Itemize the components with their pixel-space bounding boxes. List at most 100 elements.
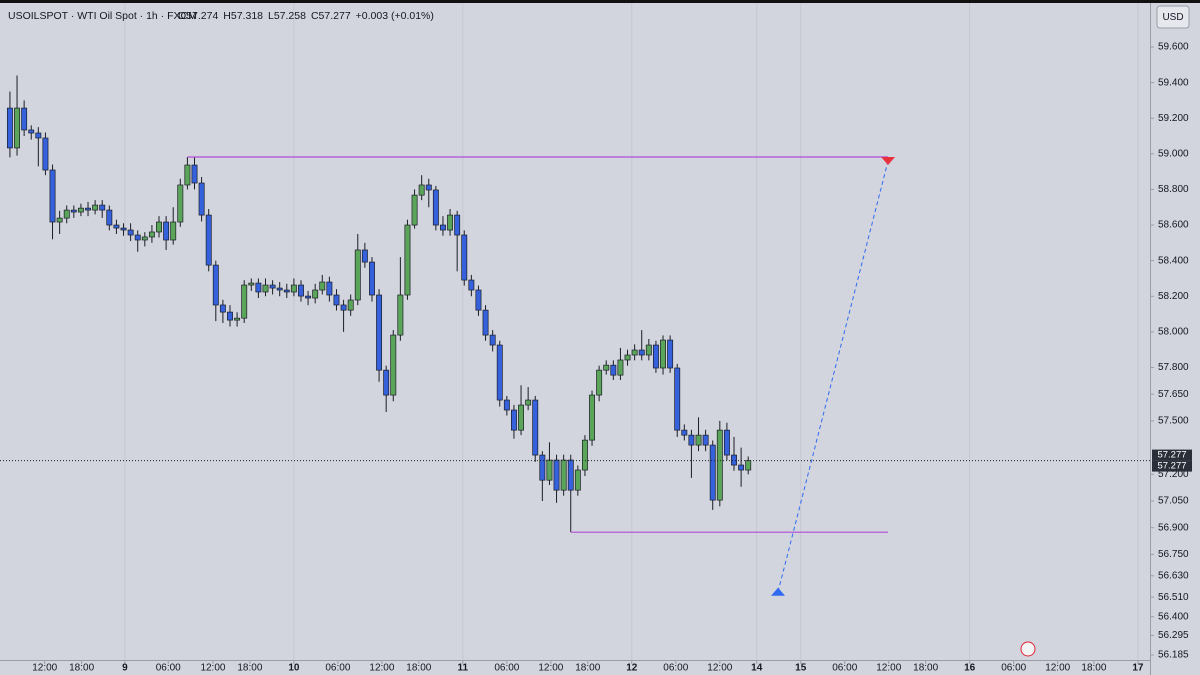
- candle-body: [227, 311, 233, 321]
- candle-body: [354, 249, 361, 301]
- x-tick-label: 18:00: [575, 663, 600, 674]
- x-tick-label: 18:00: [69, 663, 94, 674]
- candle-body: [283, 289, 290, 293]
- candle-body: [106, 209, 113, 226]
- candle-body: [21, 107, 28, 131]
- candle-body: [645, 344, 652, 356]
- candle-body: [574, 469, 581, 491]
- candle-body: [503, 399, 510, 411]
- currency-label[interactable]: USD: [1162, 12, 1183, 23]
- candle-body: [702, 434, 709, 446]
- candle-body: [716, 429, 723, 501]
- y-tick-label: 56.900: [1158, 522, 1189, 533]
- candle-body: [262, 284, 269, 293]
- candle-body: [624, 354, 631, 361]
- candle-body: [553, 459, 560, 491]
- x-tick-label: 18:00: [913, 663, 938, 674]
- candle-body: [731, 454, 737, 466]
- x-tick-label: 12:00: [369, 663, 394, 674]
- y-tick-label: 56.510: [1158, 592, 1189, 603]
- candle-body: [511, 409, 517, 431]
- x-tick-label: 14: [751, 663, 763, 674]
- x-tick-label: 16: [964, 663, 976, 674]
- candle-body: [525, 399, 532, 406]
- candle-body: [418, 184, 425, 196]
- y-tick-label: 58.200: [1158, 291, 1189, 302]
- candle-body: [723, 429, 730, 456]
- last-price-label: 57.277: [1157, 450, 1186, 461]
- candle-body: [255, 282, 262, 293]
- candle-body: [219, 304, 226, 313]
- y-tick-label: 57.650: [1158, 389, 1189, 400]
- candle-body: [184, 164, 191, 186]
- candle-body: [667, 339, 674, 369]
- candle-body: [681, 429, 688, 436]
- candle-body: [49, 169, 56, 223]
- candle-body: [305, 295, 312, 299]
- candle-body: [532, 399, 539, 456]
- y-tick-label: 56.295: [1158, 630, 1189, 641]
- candle-body: [212, 264, 219, 306]
- candle-body: [432, 189, 439, 226]
- candle-body: [42, 137, 49, 171]
- candle-body: [120, 227, 127, 231]
- y-tick-label: 59.400: [1158, 77, 1189, 88]
- candle-body: [92, 204, 99, 211]
- candle-body: [652, 344, 659, 369]
- y-tick-label: 57.800: [1158, 362, 1189, 373]
- x-tick-label: 10: [288, 663, 300, 674]
- y-tick-label: 58.400: [1158, 255, 1189, 266]
- candle-body: [241, 284, 248, 319]
- currency-button[interactable]: [1156, 5, 1190, 29]
- header-stat: C57.277: [311, 10, 351, 22]
- candle-body: [745, 460, 752, 471]
- candle-body: [660, 339, 666, 369]
- candle-body: [319, 281, 326, 291]
- candle-body: [347, 299, 354, 311]
- candle-body: [28, 129, 35, 134]
- candle-body: [134, 234, 141, 241]
- candle-body: [674, 367, 681, 431]
- y-tick-label: 59.600: [1158, 42, 1189, 53]
- top-strip: [0, 0, 1200, 3]
- candle-body: [205, 214, 212, 266]
- y-tick-label: 56.185: [1158, 650, 1189, 661]
- projection-end: [881, 156, 896, 165]
- x-tick-label: 18:00: [237, 663, 262, 674]
- candle-body: [539, 454, 546, 481]
- candle-body: [77, 207, 84, 213]
- y-tick-label: 57.200: [1158, 469, 1189, 480]
- candle-body: [312, 289, 319, 299]
- candle-body: [546, 459, 553, 481]
- x-tick-label: 12:00: [538, 663, 563, 674]
- y-tick-label: 57.500: [1158, 416, 1189, 427]
- candle-body: [596, 369, 603, 396]
- candle-body: [340, 304, 347, 311]
- x-tick-label: 12:00: [707, 663, 732, 674]
- candle-body: [326, 281, 333, 296]
- candle-body: [333, 294, 340, 306]
- candle-body: [6, 107, 13, 149]
- candle-body: [85, 207, 91, 211]
- candle-body: [411, 194, 418, 226]
- candle-body: [14, 107, 20, 149]
- candle-body: [248, 282, 255, 286]
- candle-body: [141, 236, 148, 241]
- candle-body: [589, 394, 595, 441]
- candle-body: [63, 209, 70, 219]
- candle-body: [369, 261, 375, 296]
- candle-body: [99, 204, 106, 211]
- x-tick-label: 06:00: [325, 663, 350, 674]
- header-stat: O57.274: [178, 10, 218, 22]
- event-flag[interactable]: [1020, 641, 1036, 657]
- candle-body: [397, 294, 404, 336]
- candle-body: [269, 284, 276, 289]
- candle-body: [638, 349, 645, 356]
- x-tick-label: 17: [1132, 663, 1144, 674]
- candle-body: [603, 364, 610, 371]
- candle-body: [276, 287, 283, 291]
- candle-body: [496, 344, 503, 401]
- candle-body: [440, 224, 446, 231]
- y-tick-label: 56.630: [1158, 570, 1189, 581]
